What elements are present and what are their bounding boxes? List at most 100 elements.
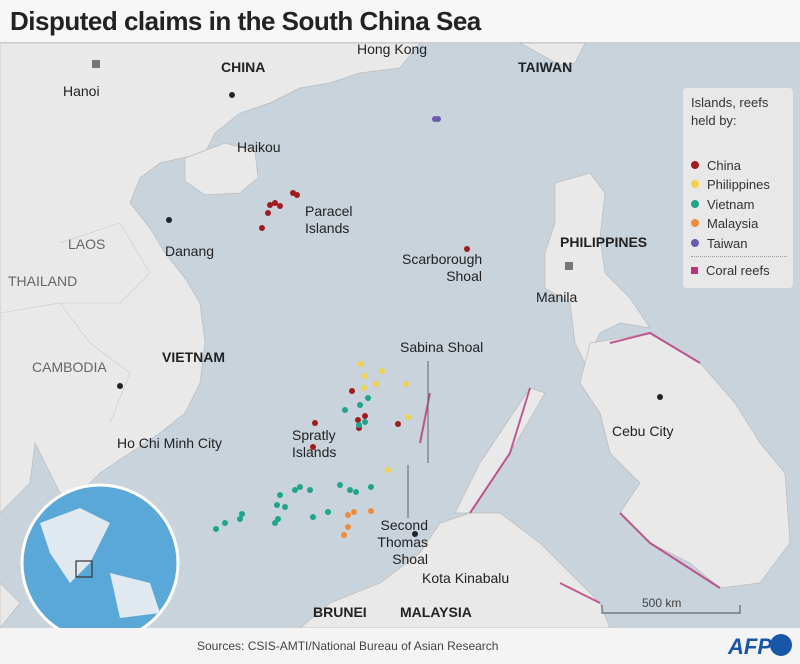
china-held-marker[interactable] [355,417,361,423]
city-marker [657,394,663,400]
city-label: Haikou [237,139,281,155]
city-label: Hanoi [63,83,100,99]
scale-label: 500 km [642,596,682,610]
vietnam-held-marker[interactable] [353,489,359,495]
china-held-marker[interactable] [395,421,401,427]
vietnam-held-marker[interactable] [237,516,243,522]
globe-locator-box [75,560,93,578]
vietnam-held-marker[interactable] [239,511,245,517]
vietnam-held-marker[interactable] [365,395,371,401]
vietnam-held-marker[interactable] [310,514,316,520]
philippines-held-marker[interactable] [362,373,368,379]
vietnam-held-marker[interactable] [347,487,353,493]
legend-item-taiwan: Taiwan [691,236,747,251]
country-label: BRUNEI [313,604,367,620]
china-held-marker[interactable] [349,388,355,394]
afp-logo-dot [770,634,792,656]
vietnam-held-marker[interactable] [356,422,362,428]
china-held-marker[interactable] [265,210,271,216]
feature-label: Scarborough Shoal [402,251,483,284]
city-marker [412,531,418,537]
globe-land [40,508,160,618]
philippines-held-marker[interactable] [379,368,385,374]
country-label: MALAYSIA [400,604,472,620]
legend-item-malaysia: Malaysia [691,216,758,231]
city-label: Manila [536,289,578,305]
vietnam-held-marker[interactable] [292,487,298,493]
city-marker [229,92,235,98]
land-luzon [544,172,651,364]
china-held-marker[interactable] [277,203,283,209]
vietnam-held-marker[interactable] [368,484,374,490]
china-held-marker[interactable] [310,444,316,450]
legend: Islands, reefs held by: China Philippine… [683,88,793,288]
legend-heading: Islands, reefs held by: [691,95,769,128]
vietnam-held-marker[interactable] [342,407,348,413]
legend-item-china: China [691,158,741,173]
vietnam-held-marker[interactable] [362,419,368,425]
scale-bar [601,605,741,614]
legend-item-coral: Coral reefs [691,263,770,278]
vietnam-held-marker[interactable] [222,520,228,526]
philippines-held-marker[interactable] [361,385,367,391]
philippines-held-marker[interactable] [373,381,379,387]
china-held-marker[interactable] [294,192,300,198]
vietnam-held-marker[interactable] [213,526,219,532]
feature-label: Spratly Islands [292,427,337,460]
map-title: Disputed claims in the South China Sea [10,6,481,36]
vietnam-held-marker[interactable] [357,402,363,408]
country-label: CHINA [221,59,266,75]
legend-item-vietnam: Vietnam [691,197,754,212]
vietnam-held-marker[interactable] [275,516,281,522]
vietnam-held-marker[interactable] [307,487,313,493]
vietnam-held-marker[interactable] [277,492,283,498]
map-land [0,43,791,628]
footer: Sources: CSIS-AMTI/National Bureau of As… [0,628,800,664]
country-label: CAMBODIA [32,359,107,375]
city-label: Kota Kinabalu [422,570,510,586]
china-held-marker[interactable] [259,225,265,231]
malaysia-held-marker[interactable] [368,508,374,514]
land-palawan [454,387,546,514]
legend-item-philippines: Philippines [691,177,770,192]
vietnam-held-marker[interactable] [282,504,288,510]
city-label: Hong Kong [357,43,428,57]
malaysia-held-marker[interactable] [351,509,357,515]
city-marker [117,383,123,389]
city-marker [92,60,100,68]
leader-lines [407,361,429,518]
malaysia-held-marker[interactable] [341,532,347,538]
china-held-marker[interactable] [464,246,470,252]
philippines-held-marker[interactable] [358,361,364,367]
philippines-held-marker[interactable] [405,414,411,420]
country-label: THAILAND [8,273,78,289]
malaysia-held-marker[interactable] [345,512,351,518]
city-label: Cebu City [612,423,674,439]
country-label: PHILIPPINES [560,234,648,250]
title-bar: Disputed claims in the South China Sea [0,0,800,43]
country-label: LAOS [68,236,106,252]
china-held-marker[interactable] [272,200,278,206]
sources: Sources: CSIS-AMTI/National Bureau of As… [197,639,499,653]
land-globe-hidden [0,582,21,628]
city-marker [166,217,172,223]
malaysia-held-marker[interactable] [345,524,351,530]
vietnam-held-marker[interactable] [325,509,331,515]
vietnam-held-marker[interactable] [297,484,303,490]
land-visayas-mindanao [579,332,791,589]
vietnam-held-marker[interactable] [337,482,343,488]
china-held-marker[interactable] [267,202,273,208]
china-held-marker[interactable] [312,420,318,426]
land-taiwan [519,43,586,66]
philippines-held-marker[interactable] [385,467,391,473]
city-label: Danang [165,243,215,259]
philippines-held-marker[interactable] [403,381,409,387]
land-mainland [0,43,421,514]
taiwan-held-marker[interactable] [435,116,441,122]
map[interactable]: CHINA TAIWAN LAOS THAILAND CAMBODIA VIET… [0,43,800,628]
vietnam-held-marker[interactable] [274,502,280,508]
feature-label: Sabina Shoal [400,339,484,355]
feature-label: Paracel Islands [305,203,353,236]
china-held-marker[interactable] [362,413,368,419]
country-label: TAIWAN [518,59,573,75]
